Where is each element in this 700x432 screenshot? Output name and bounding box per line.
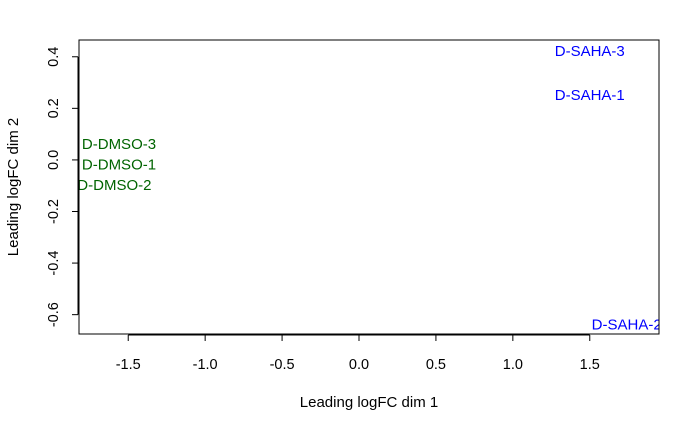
x-tick-label: -0.5 xyxy=(270,357,295,373)
point-label: D-SAHA-1 xyxy=(555,87,625,104)
point-label: D-SAHA-2 xyxy=(592,316,662,333)
x-tick-label: -1.0 xyxy=(193,357,218,373)
point-label: D-DMSO-3 xyxy=(82,136,156,153)
y-tick-label: -0.6 xyxy=(46,302,62,327)
x-axis-title: Leading logFC dim 1 xyxy=(300,394,438,411)
y-tick-label: -0.2 xyxy=(46,199,62,224)
x-tick-label: 0.5 xyxy=(426,357,446,373)
y-axis-title: Leading logFC dim 2 xyxy=(5,118,22,256)
data-points: D-DMSO-3 D-DMSO-1 D-DMSO-2 D-SAHA-3 D-SAHA-1… xyxy=(77,43,662,333)
x-tick-label: 0.0 xyxy=(349,357,369,373)
x-axis: -1.5 -1.0 -0.5 0.0 0.5 1.0 1.5 xyxy=(116,334,600,373)
y-axis: -0.6 -0.4 -0.2 0.0 0.2 0.4 xyxy=(46,47,79,327)
x-tick-label: 1.5 xyxy=(580,357,600,373)
y-tick-label: 0.2 xyxy=(46,98,62,118)
y-tick-label: 0.4 xyxy=(46,47,62,67)
y-tick-label: -0.4 xyxy=(46,251,62,276)
y-tick-label: 0.0 xyxy=(46,150,62,170)
point-label: D-DMSO-1 xyxy=(82,157,156,174)
point-label: D-DMSO-2 xyxy=(77,177,151,194)
plot-frame xyxy=(78,39,660,335)
x-tick-label: 1.0 xyxy=(503,357,523,373)
point-label: D-SAHA-3 xyxy=(555,43,625,60)
x-tick-label: -1.5 xyxy=(116,357,141,373)
